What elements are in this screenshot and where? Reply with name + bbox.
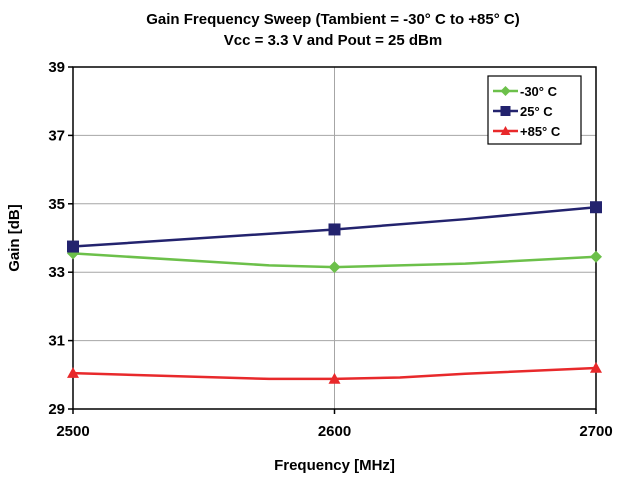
x-tick-label: 2700 (579, 423, 612, 440)
legend-label: -30° C (520, 84, 558, 99)
chart-title: Gain Frequency Sweep (Tambient = -30° C … (146, 11, 519, 28)
legend-swatch-marker (500, 106, 511, 116)
legend-item: 25° C (493, 104, 553, 119)
legend-label: +85° C (520, 124, 561, 139)
y-tick-label: 35 (48, 196, 65, 213)
legend-swatch-marker (500, 126, 511, 135)
axis-ticks: 29 31 33 35 37 39 2500 2600 2700 (48, 59, 612, 440)
series-3 (67, 361, 602, 384)
legend: -30° C 25° C +85° C (487, 75, 582, 145)
x-axis-label: Frequency [MHz] (274, 457, 395, 474)
series-2-line (72, 205, 597, 248)
y-tick-label: 39 (48, 59, 65, 76)
legend-swatch-marker (500, 86, 511, 96)
series-2-point (67, 240, 79, 253)
legend-item: +85° C (493, 124, 561, 139)
y-tick-label: 37 (48, 127, 65, 144)
y-tick-label: 33 (48, 264, 65, 281)
legend-item: -30° C (493, 84, 558, 99)
x-tick-label: 2600 (318, 423, 351, 440)
series-layer (67, 201, 602, 384)
series-3-point (328, 372, 341, 384)
series-2-point (590, 201, 602, 214)
x-tick-label: 2500 (56, 423, 89, 440)
y-tick-label: 31 (48, 333, 65, 350)
series-1-point (590, 250, 602, 263)
legend-label: 25° C (520, 104, 553, 119)
series-2-point (328, 223, 341, 236)
series-3-line (72, 366, 597, 381)
series-2 (67, 201, 602, 253)
y-axis-label: Gain [dB] (6, 204, 23, 272)
y-tick-label: 29 (48, 401, 65, 418)
series-3-point (590, 361, 602, 373)
series-1-point (328, 261, 341, 274)
chart-subtitle: Vcc = 3.3 V and Pout = 25 dBm (224, 32, 442, 49)
series-3-point (67, 367, 79, 378)
